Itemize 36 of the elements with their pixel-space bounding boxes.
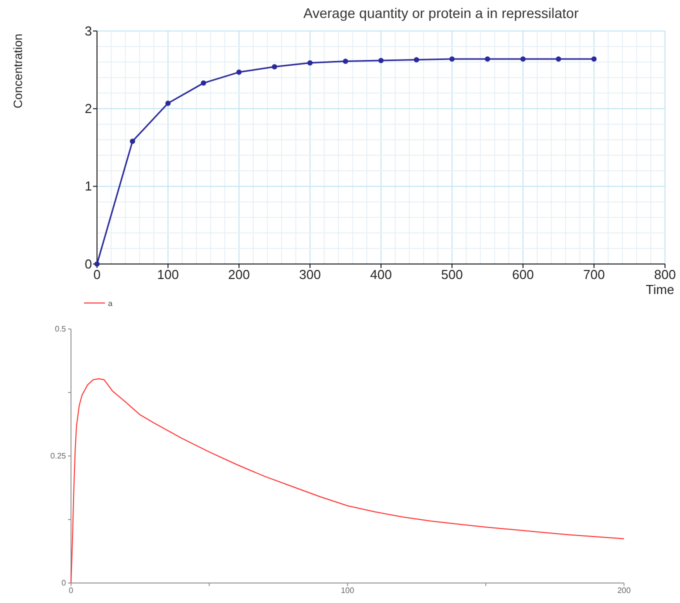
x-tick-label: 100 — [340, 586, 355, 595]
y-tick-label: 0.5 — [54, 324, 67, 334]
y-tick-label: 2 — [84, 101, 92, 116]
point — [520, 56, 526, 62]
x-tick-label: 300 — [299, 267, 321, 282]
chart-title: Average quantity or protein a in repressilator — [303, 5, 579, 21]
point — [200, 80, 206, 86]
point — [556, 56, 562, 62]
y-tick-label: 1 — [84, 178, 92, 194]
point — [236, 70, 242, 75]
point — [272, 64, 278, 70]
x-tick-label: 200 — [228, 267, 250, 282]
x-tick-label: 800 — [654, 267, 676, 282]
point — [342, 58, 348, 64]
point — [449, 56, 455, 62]
y-tick-label: 0 — [62, 578, 67, 588]
point — [307, 60, 313, 66]
x-tick-label: 500 — [441, 267, 463, 282]
y-tick-label: 3 — [84, 23, 92, 38]
y-tick-label: 0 — [84, 256, 92, 272]
x-tick-label: 200 — [617, 586, 632, 595]
point — [591, 56, 597, 62]
y-axis-title: Concentration — [11, 34, 25, 108]
legend-label: a — [108, 299, 113, 308]
point — [414, 57, 420, 62]
x-tick-label: 600 — [512, 267, 534, 282]
x-tick-label: 400 — [370, 267, 392, 282]
point — [378, 58, 384, 64]
x-tick-label: 0 — [68, 586, 74, 595]
x-tick-label: 700 — [583, 267, 605, 282]
x-tick-label: 100 — [157, 267, 179, 282]
y-tick-label: 0.25 — [50, 452, 67, 461]
point — [165, 100, 171, 106]
point — [130, 138, 136, 144]
point — [484, 56, 490, 62]
x-axis-title: Time — [646, 282, 674, 297]
